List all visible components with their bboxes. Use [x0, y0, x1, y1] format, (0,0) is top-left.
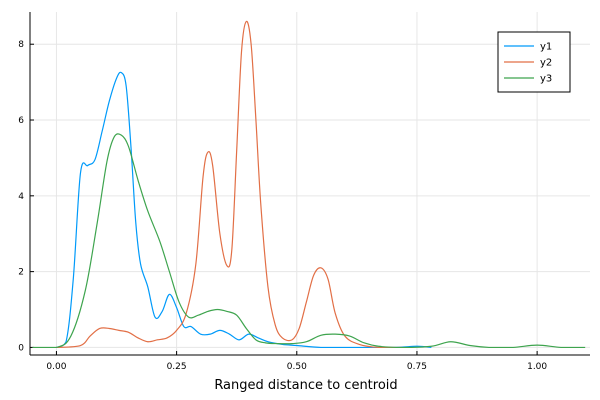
y-tick-label: 8	[18, 40, 24, 50]
axes	[29, 12, 590, 356]
series-line-y3	[32, 133, 586, 349]
x-tick-label: 1.00	[527, 362, 547, 372]
x-tick-label: 0.75	[407, 362, 427, 372]
legend-label-y2: y2	[540, 58, 552, 69]
y-tick-label: 6	[18, 116, 24, 126]
y-tick-label: 4	[18, 192, 24, 202]
series-lines	[32, 20, 586, 349]
x-tick-label: 0.00	[46, 362, 66, 372]
series-line-y2	[56, 20, 403, 349]
x-tick-label: 0.25	[167, 362, 187, 372]
legend-label-y3: y3	[540, 74, 552, 85]
legend-label-y1: y1	[540, 42, 552, 53]
legend: y1 y2 y3	[497, 31, 571, 93]
grid-lines	[30, 12, 590, 355]
y-tick-label: 2	[18, 268, 24, 278]
x-axis-title: Ranged distance to centroid	[214, 378, 397, 393]
series-line-y1	[56, 71, 432, 349]
y-tick-label: 0	[18, 343, 24, 353]
x-tick-label: 0.50	[287, 362, 307, 372]
tick-labels: 0.00 0.25 0.50 0.75 1.00 0 2 4 6 8	[18, 40, 547, 372]
